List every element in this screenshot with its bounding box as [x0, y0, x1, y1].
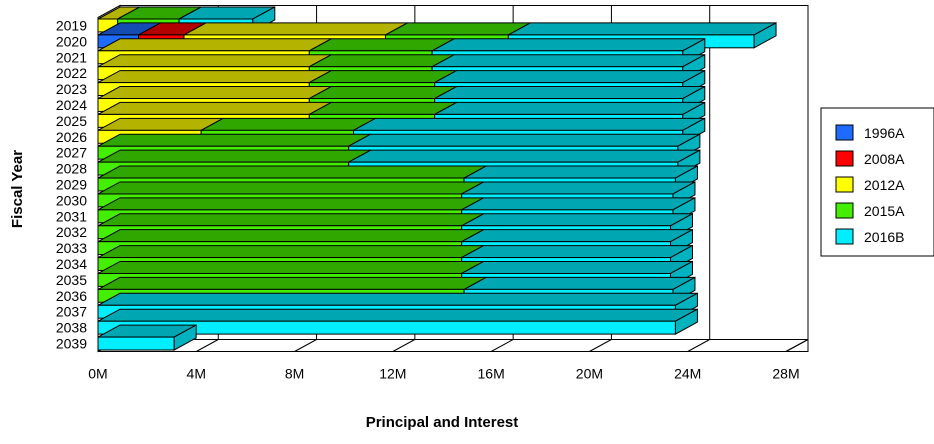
bar-top-face: [97, 245, 484, 259]
bar-top-face: [461, 181, 696, 195]
legend-swatch-2008A: [835, 150, 854, 167]
bar-top-face: [348, 133, 701, 147]
legend-label-2015A: 2015A: [864, 203, 905, 219]
bar-top-face: [463, 165, 698, 179]
plot-floor: [97, 339, 809, 352]
x-tick-label: 20M: [576, 366, 603, 382]
bar-top-face: [385, 22, 531, 36]
bar-top-face: [97, 149, 371, 163]
y-tick-label: 2034: [56, 256, 87, 272]
bar-top-face: [97, 38, 332, 52]
x-tick-line: [196, 339, 219, 352]
legend-label-2016B: 2016B: [864, 229, 904, 245]
x-tick-label: 0M: [88, 366, 107, 382]
legend-label-1996A: 1996A: [864, 125, 905, 141]
bar-top-face: [309, 54, 455, 68]
bar-top-face: [309, 101, 457, 115]
bar-top-face: [434, 86, 706, 100]
bar-top-face: [200, 117, 376, 131]
y-tick-label: 2021: [56, 49, 87, 65]
y-tick-label: 2030: [56, 192, 87, 208]
y-tick-label: 2024: [56, 97, 87, 113]
x-tick-line: [392, 339, 416, 352]
bar-top-face: [97, 260, 484, 274]
legend-swatch-2016B: [835, 228, 854, 245]
legend-swatch-1996A: [835, 124, 854, 141]
bar-top-face: [97, 133, 371, 147]
x-tick-label: 12M: [379, 366, 406, 382]
bar-top-face: [434, 101, 706, 115]
bar-top-face: [97, 292, 698, 306]
x-tick-line: [785, 339, 809, 352]
bar-top-face: [97, 54, 332, 68]
bar-top-face: [97, 276, 487, 290]
bar-segment-2016B: [97, 336, 175, 351]
y-tick-label: 2019: [56, 17, 87, 33]
x-tick-label: 4M: [187, 366, 206, 382]
x-tick-line: [687, 339, 710, 352]
y-tick-label: 2037: [56, 304, 87, 320]
bar-end-face: [753, 22, 777, 49]
bar-end-face: [674, 308, 698, 335]
bar-top-face: [183, 22, 408, 36]
bar-top-face: [97, 181, 484, 195]
y-tick-label: 2039: [56, 336, 87, 352]
bar-top-face: [97, 197, 484, 211]
y-tick-label: 2026: [56, 129, 87, 145]
y-tick-label: 2029: [56, 177, 87, 193]
y-tick-label: 2036: [56, 288, 87, 304]
bar-top-face: [461, 260, 693, 274]
bar-top-face: [97, 213, 484, 227]
y-tick-label: 2028: [56, 161, 87, 177]
bar-top-face: [461, 197, 696, 211]
legend-label-2012A: 2012A: [864, 177, 905, 193]
y-tick-label: 2032: [56, 224, 87, 240]
x-tick-label: 24M: [674, 366, 701, 382]
bar-top-face: [461, 229, 693, 243]
bar-top-face: [97, 165, 487, 179]
bar-top-face: [431, 38, 706, 52]
bar-top-face: [97, 308, 698, 322]
x-tick-label: 28M: [772, 366, 799, 382]
y-tick-label: 2033: [56, 240, 87, 256]
bar-top-face: [434, 70, 706, 84]
legend-swatch-2015A: [835, 202, 854, 219]
x-tick-label: 16M: [478, 366, 505, 382]
bar-top-face: [508, 22, 777, 36]
x-tick-line: [294, 339, 317, 352]
y-tick-label: 2038: [56, 320, 87, 336]
x-axis-title: Principal and Interest: [366, 414, 519, 431]
bar-top-face: [461, 245, 693, 259]
x-tick-label: 8M: [285, 366, 304, 382]
y-tick-label: 2027: [56, 145, 87, 161]
y-axis-title: Fiscal Year: [9, 150, 26, 228]
x-tick-line: [589, 339, 612, 352]
legend-label-2008A: 2008A: [864, 151, 905, 167]
bar-top-face: [348, 149, 701, 163]
bar-top-face: [97, 86, 332, 100]
bar-top-face: [461, 213, 693, 227]
y-tick-label: 2035: [56, 272, 87, 288]
bar-top-face: [309, 86, 457, 100]
legend-swatch-2012A: [835, 176, 854, 193]
x-tick-line: [490, 339, 514, 352]
y-tick-label: 2031: [56, 208, 87, 224]
bar-top-face: [97, 229, 484, 243]
y-tick-label: 2025: [56, 113, 87, 129]
bar-top-face: [309, 38, 455, 52]
y-tick-label: 2023: [56, 81, 87, 97]
bar-top-face: [463, 276, 696, 290]
bar-top-face: [97, 70, 332, 84]
bar-end-face: [173, 324, 197, 351]
y-tick-label: 2020: [56, 33, 87, 49]
bar-top-face: [97, 101, 332, 115]
bar-top-face: [309, 70, 457, 84]
bar-top-face: [353, 117, 706, 131]
bar-top-face: [431, 54, 706, 68]
y-tick-label: 2022: [56, 65, 87, 81]
